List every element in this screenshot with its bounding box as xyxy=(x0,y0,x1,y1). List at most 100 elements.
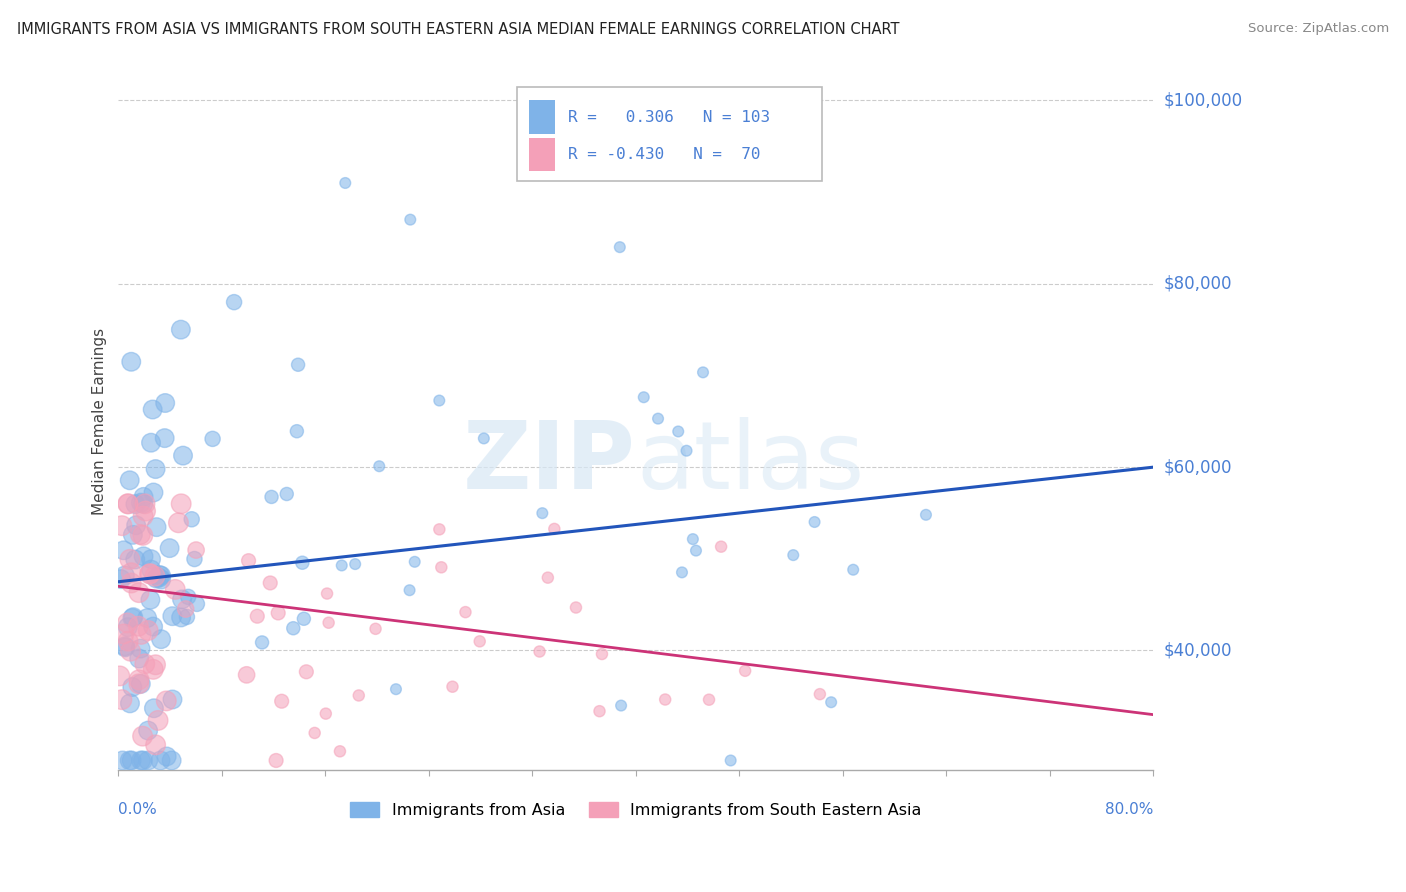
Point xyxy=(150,632,173,647)
Point xyxy=(260,490,283,504)
Point xyxy=(139,435,162,450)
Point xyxy=(120,644,142,658)
Point xyxy=(304,726,326,740)
Point xyxy=(148,571,170,585)
Point xyxy=(666,425,689,439)
Point xyxy=(155,694,177,708)
Point xyxy=(128,677,150,691)
Text: IMMIGRANTS FROM ASIA VS IMMIGRANTS FROM SOUTH EASTERN ASIA MEDIAN FEMALE EARNING: IMMIGRANTS FROM ASIA VS IMMIGRANTS FROM … xyxy=(17,22,900,37)
Point xyxy=(117,634,139,648)
Text: Source: ZipAtlas.com: Source: ZipAtlas.com xyxy=(1249,22,1389,36)
Point xyxy=(842,563,865,577)
Point xyxy=(135,504,157,518)
Legend: Immigrants from Asia, Immigrants from South Eastern Asia: Immigrants from Asia, Immigrants from So… xyxy=(343,796,928,824)
Point xyxy=(385,682,408,697)
Point xyxy=(180,512,202,526)
Point xyxy=(139,566,162,581)
Point xyxy=(132,754,155,768)
Point xyxy=(136,611,159,625)
Point xyxy=(172,449,194,463)
Point xyxy=(201,432,224,446)
Point xyxy=(145,520,167,534)
Point xyxy=(138,566,160,581)
Point xyxy=(588,704,610,718)
Point xyxy=(122,528,145,542)
Point xyxy=(287,358,309,372)
Point xyxy=(121,611,143,625)
Point xyxy=(129,641,152,656)
Point xyxy=(183,552,205,566)
Point xyxy=(142,619,165,633)
Point xyxy=(118,473,141,487)
Point xyxy=(124,497,146,511)
Point xyxy=(149,754,172,768)
Point xyxy=(529,644,551,658)
Text: $40,000: $40,000 xyxy=(1164,641,1232,659)
Point xyxy=(184,543,207,558)
Point xyxy=(170,592,193,607)
Point xyxy=(270,694,292,708)
Point xyxy=(682,532,704,546)
Point xyxy=(427,522,450,536)
Point xyxy=(177,590,200,604)
Point xyxy=(145,738,167,752)
Point xyxy=(820,695,842,709)
Point xyxy=(647,411,669,425)
Point xyxy=(142,662,165,676)
Point xyxy=(250,635,273,649)
Point xyxy=(609,240,631,254)
Bar xyxy=(529,100,555,134)
Point xyxy=(734,664,756,678)
Point xyxy=(399,212,422,227)
Point xyxy=(316,586,339,600)
Point xyxy=(145,657,167,672)
Point xyxy=(315,706,337,721)
Point xyxy=(150,573,173,587)
Point xyxy=(112,627,135,641)
Point xyxy=(176,610,198,624)
Y-axis label: Median Female Earnings: Median Female Earnings xyxy=(93,327,107,515)
Text: R =   0.306   N = 103: R = 0.306 N = 103 xyxy=(568,110,769,125)
Point xyxy=(591,647,613,661)
Point xyxy=(344,557,367,571)
Point xyxy=(142,402,165,417)
Point xyxy=(134,657,156,671)
Point xyxy=(803,515,825,529)
Point xyxy=(128,673,150,687)
Point xyxy=(285,424,308,438)
Point xyxy=(127,619,149,633)
Point xyxy=(246,609,269,624)
Point xyxy=(136,624,159,638)
Point xyxy=(531,506,554,520)
Point xyxy=(136,754,159,768)
Point xyxy=(132,509,155,524)
Point xyxy=(347,689,370,703)
Point xyxy=(129,527,152,541)
Point xyxy=(118,697,141,711)
Point xyxy=(291,556,314,570)
Text: ZIP: ZIP xyxy=(463,417,636,509)
Point xyxy=(142,701,165,715)
Point xyxy=(318,615,340,630)
Point xyxy=(170,323,193,337)
Point xyxy=(150,568,173,582)
Point xyxy=(160,754,183,768)
Point xyxy=(427,393,450,408)
Point xyxy=(697,692,720,706)
Point xyxy=(124,552,146,566)
Point xyxy=(167,516,190,530)
Point xyxy=(132,490,155,504)
Point xyxy=(368,459,391,474)
Point xyxy=(335,176,357,190)
Point xyxy=(543,522,565,536)
Text: R = -0.430   N =  70: R = -0.430 N = 70 xyxy=(568,147,761,162)
Point xyxy=(118,552,141,566)
Point xyxy=(692,365,714,379)
Point xyxy=(149,568,172,582)
Text: $80,000: $80,000 xyxy=(1164,275,1232,293)
Point xyxy=(111,692,134,706)
Point xyxy=(111,754,134,768)
Point xyxy=(120,566,142,580)
Point xyxy=(122,610,145,624)
Point xyxy=(267,606,290,620)
